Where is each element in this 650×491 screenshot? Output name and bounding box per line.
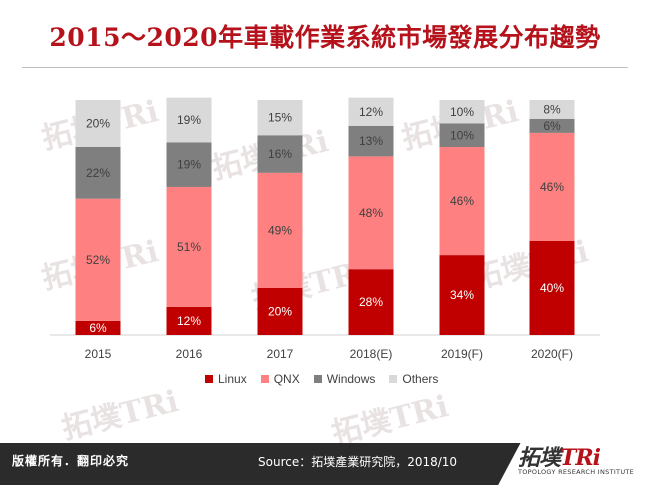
data-label-windows-2018(e): 13% (359, 134, 383, 148)
bar-others-2018(e) (348, 97, 394, 126)
legend-label-others: Others (402, 372, 439, 386)
bar-linux-2020(f) (529, 241, 575, 335)
legend-item-others: Others (389, 372, 438, 386)
bar-linux-2016 (166, 306, 212, 335)
bar-others-2017 (257, 100, 303, 136)
data-label-linux-2020(f): 40% (540, 281, 564, 295)
bar-others-2016 (166, 97, 212, 143)
data-label-windows-2020(f): 6% (543, 119, 561, 133)
legend-swatch-linux (205, 375, 213, 383)
source-text: Source：拓墣產業研究院，2018/10 (258, 455, 458, 469)
data-label-others-2016: 19% (177, 113, 201, 127)
bar-qnx-2020(f) (529, 132, 575, 241)
data-label-qnx-2017: 49% (268, 223, 292, 237)
legend-swatch-others (389, 375, 398, 383)
bar-windows-2020(f) (529, 118, 575, 133)
data-label-linux-2018(e): 28% (359, 295, 383, 309)
bar-others-2019(f) (439, 100, 485, 124)
legend-label-linux: Linux (218, 372, 247, 386)
x-tick-label: 2018(E) (350, 347, 393, 361)
logo-en: TRi (560, 445, 601, 471)
logo-wordmark: 拓墣TRi (518, 440, 601, 472)
page-title: 2015～2020年車載作業系統市場發展分布趨勢 (49, 23, 601, 52)
data-label-qnx-2015: 52% (86, 253, 110, 267)
data-label-windows-2019(f): 10% (450, 128, 474, 142)
x-tick-label: 2016 (176, 347, 203, 361)
bar-linux-2018(e) (348, 269, 394, 335)
legend-swatch-windows (313, 375, 322, 383)
title-divider (22, 67, 628, 68)
data-label-others-2018(e): 12% (359, 105, 383, 119)
data-label-others-2020(f): 8% (543, 102, 561, 116)
data-label-others-2015: 20% (86, 117, 110, 131)
tri-logo: 拓墣TRi TOPOLOGY RESEARCH INSTITUTE (518, 440, 638, 480)
legend-label-qnx: QNX (273, 372, 300, 386)
data-label-linux-2016: 12% (177, 314, 201, 328)
x-tick-label: 2020(F) (531, 347, 573, 361)
data-label-windows-2015: 22% (86, 166, 110, 180)
bar-others-2020(f) (529, 100, 575, 119)
bar-qnx-2017 (257, 172, 303, 288)
data-label-linux-2019(f): 34% (450, 288, 474, 302)
bar-qnx-2015 (75, 198, 121, 321)
data-label-windows-2017: 16% (268, 147, 292, 161)
logo-subtitle: TOPOLOGY RESEARCH INSTITUTE (518, 468, 635, 476)
legend-item-qnx: QNX (260, 372, 300, 386)
x-tick-label: 2015 (85, 347, 112, 361)
data-label-qnx-2020(f): 46% (540, 180, 564, 194)
bar-linux-2015 (75, 320, 121, 335)
data-label-windows-2016: 19% (177, 158, 201, 172)
data-label-qnx-2016: 51% (177, 240, 201, 254)
bar-qnx-2019(f) (439, 147, 485, 256)
legend-item-linux: Linux (205, 372, 247, 386)
bar-linux-2019(f) (439, 255, 485, 335)
bar-windows-2019(f) (439, 123, 485, 147)
data-label-qnx-2019(f): 46% (450, 194, 474, 208)
bar-windows-2018(e) (348, 125, 394, 157)
x-tick-label: 2019(F) (441, 347, 483, 361)
chart-legend: Linux QNX Windows Others (205, 372, 465, 386)
legend-swatch-qnx (260, 375, 269, 383)
logo-cn: 拓墣 (518, 445, 561, 471)
bar-linux-2017 (257, 288, 303, 335)
bar-qnx-2018(e) (348, 156, 394, 270)
data-label-others-2017: 15% (268, 111, 292, 125)
bar-windows-2017 (257, 135, 303, 173)
data-label-others-2019(f): 10% (450, 105, 474, 119)
bar-windows-2016 (166, 142, 212, 187)
data-label-qnx-2018(e): 48% (359, 206, 383, 220)
legend-label-windows: Windows (326, 372, 376, 386)
copyright-text: 版權所有．翻印必究 (12, 454, 130, 468)
data-label-linux-2017: 20% (268, 305, 292, 319)
legend-item-windows: Windows (313, 372, 376, 386)
data-label-linux-2015: 6% (89, 321, 107, 335)
bar-others-2015 (75, 100, 121, 147)
bar-windows-2015 (75, 147, 121, 199)
x-tick-label: 2017 (267, 347, 294, 361)
bar-qnx-2016 (166, 186, 212, 307)
